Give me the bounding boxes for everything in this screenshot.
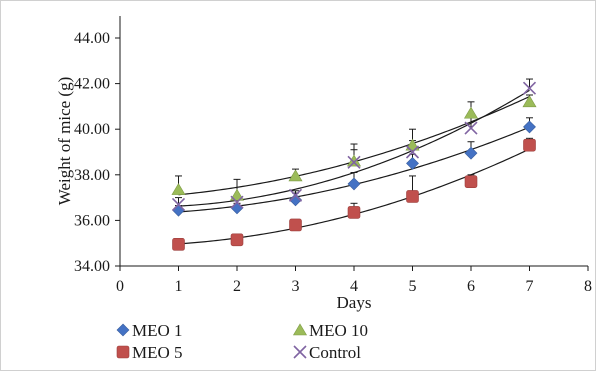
data-point-diamond: [116, 323, 130, 337]
legend-label: MEO 5: [132, 343, 183, 362]
data-point-x: [522, 81, 537, 95]
data-point-diamond: [230, 201, 244, 215]
y-tick-label: 34.00: [74, 258, 110, 275]
data-point-triangle: [288, 169, 303, 182]
data-point-square: [172, 238, 185, 251]
y-tick-label: 36.00: [74, 212, 110, 229]
x-tick-label: 6: [467, 278, 475, 295]
x-tick-label: 8: [584, 278, 592, 295]
data-point-x: [230, 195, 244, 209]
x-tick-label: 5: [409, 278, 417, 295]
data-point-triangle: [292, 323, 308, 336]
data-point-square: [464, 175, 478, 188]
data-point-square: [523, 138, 536, 152]
data-point-square: [230, 233, 244, 247]
x-axis-title: Days: [337, 293, 372, 312]
data-point-square: [347, 206, 361, 219]
y-tick-label: 42.00: [74, 76, 110, 93]
legend-item-meo-1: MEO 1: [116, 321, 183, 340]
data-point-diamond: [523, 120, 536, 134]
x-tick-label: 7: [526, 278, 534, 295]
data-point-square: [116, 345, 130, 359]
data-point-square: [406, 190, 419, 203]
data-point-x: [347, 155, 361, 169]
legend-label: MEO 10: [309, 321, 368, 340]
legend-label: Control: [309, 343, 361, 362]
trendlines: [178, 89, 530, 245]
data-point-x: [293, 345, 307, 359]
x-tick-label: 4: [350, 278, 358, 295]
data-points: [171, 81, 537, 251]
data-point-x: [171, 197, 186, 212]
data-point-x: [464, 121, 478, 135]
data-point-triangle: [229, 188, 245, 201]
data-point-x: [288, 188, 303, 202]
legend-item-meo-5: MEO 5: [116, 343, 183, 362]
data-point-triangle: [346, 154, 362, 167]
x-tick-label: 3: [292, 278, 300, 295]
data-point-triangle: [463, 106, 479, 119]
x-tick-label: 0: [116, 278, 124, 295]
data-point-triangle: [171, 183, 186, 195]
data-point-diamond: [406, 156, 419, 170]
legend-item-meo-10: MEO 10: [292, 321, 368, 340]
axes: 0 1 2 3 4 5 6 7 8 34.00 36.00 38.00 40.00 42.00 44.00: [74, 16, 592, 295]
x-tick-label: 1: [175, 278, 183, 295]
data-point-square: [289, 218, 302, 232]
legend: MEO 1 MEO 10 MEO 5 Control: [116, 321, 368, 362]
legend-label: MEO 1: [132, 321, 183, 340]
data-point-triangle: [405, 138, 420, 151]
data-point-diamond: [347, 177, 361, 191]
data-point-x: [405, 145, 420, 159]
data-point-diamond: [464, 146, 478, 160]
y-tick-label: 38.00: [74, 167, 110, 184]
y-tick-label: 44.00: [74, 30, 110, 47]
data-point-triangle: [522, 95, 537, 108]
x-tick-label: 2: [233, 278, 241, 295]
legend-item-control: Control: [293, 343, 361, 362]
data-point-diamond: [289, 193, 302, 207]
y-axis-title: Weight of mice (g): [55, 77, 74, 205]
y-tick-label: 40.00: [74, 121, 110, 138]
